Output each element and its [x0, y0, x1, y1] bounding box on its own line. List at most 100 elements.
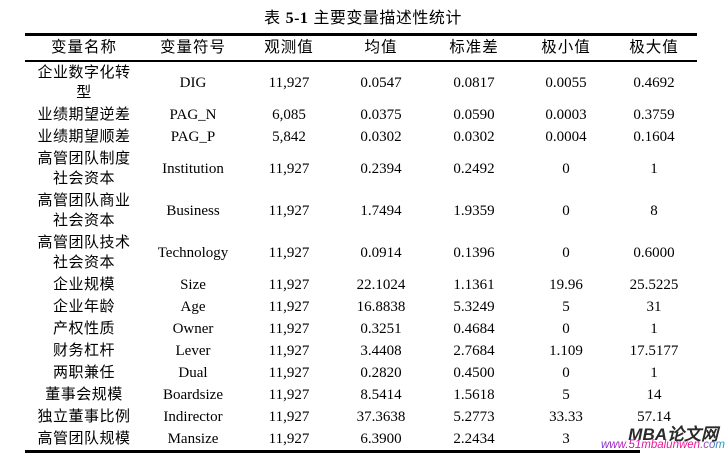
cell-mean: 0.0547: [360, 75, 402, 91]
cell-sd: 1.9359: [453, 203, 495, 219]
cell-mean: 16.8838: [356, 299, 406, 315]
cell-name: 企业规模: [52, 277, 115, 293]
table-row: 业绩期望顺差 PAG_P 5,842 0.0302 0.0302 0.0004 0.1604: [25, 126, 697, 148]
table-row: 高管团队制度社会资本 Institution 11,927 0.2394 0.2492 0…: [25, 148, 697, 190]
cell-sd: 2.7684: [453, 343, 495, 359]
table-row: 业绩期望逆差 PAG_N 6,085 0.0375 0.0590 0.0003 0.3759: [25, 104, 697, 126]
table-row: 财务杠杆 Lever 11,927 3.4408 2.7684 1.109 17.5177: [25, 340, 697, 362]
cell-min: 3: [562, 431, 570, 447]
column-header-variable-name: 变量名称: [25, 34, 143, 62]
cell-obs: 11,927: [268, 161, 310, 177]
watermark-brand: MBA论文网: [628, 425, 718, 444]
cell-max: 1: [650, 321, 658, 337]
table-row: 产权性质 Owner 11,927 0.3251 0.4684 0 1: [25, 318, 697, 340]
cell-max: 0.4692: [633, 75, 675, 91]
cell-symbol: DIG: [179, 75, 207, 91]
cell-symbol: PAG_N: [169, 107, 217, 123]
cell-symbol: Indirector: [163, 409, 223, 425]
cell-obs: 11,927: [268, 321, 310, 337]
cell-obs: 5,842: [272, 129, 306, 145]
cell-symbol: Institution: [162, 161, 224, 177]
cell-mean: 1.7494: [360, 203, 402, 219]
cell-min: 19.96: [549, 277, 583, 293]
cell-mean: 0.0914: [360, 245, 402, 261]
cell-min: 0.0003: [545, 107, 587, 123]
cell-name: 产权性质: [52, 321, 115, 337]
cell-max: 14: [646, 387, 662, 403]
cell-max: 31: [646, 299, 662, 315]
cell-mean: 37.3638: [356, 409, 406, 425]
cell-min: 0: [562, 161, 570, 177]
cell-name: 高管团队规模: [37, 431, 131, 447]
table-row: 企业年龄 Age 11,927 16.8838 5.3249 5 31: [25, 296, 697, 318]
cell-obs: 11,927: [268, 203, 310, 219]
cell-symbol: Business: [166, 203, 220, 219]
cell-max: 25.5225: [629, 277, 679, 293]
cell-obs: 11,927: [268, 431, 310, 447]
cell-max: 0.1604: [633, 129, 675, 145]
cell-mean: 0.2820: [360, 365, 402, 381]
cell-min: 1.109: [549, 343, 583, 359]
cell-max: 0.6000: [633, 245, 675, 261]
column-header-std-dev: 标准差: [427, 34, 521, 62]
cell-symbol: Size: [180, 277, 206, 293]
cell-sd: 1.5618: [453, 387, 495, 403]
table-body: 企业数字化转型 DIG 11,927 0.0547 0.0817 0.0055 0.4692…: [25, 61, 697, 452]
cell-name: 业绩期望顺差: [37, 129, 131, 145]
cell-obs: 11,927: [268, 365, 310, 381]
cell-max: 0.3759: [633, 107, 675, 123]
cell-min: 5: [562, 387, 570, 403]
cell-symbol: Owner: [172, 321, 214, 337]
cell-sd: 0.4500: [453, 365, 495, 381]
bottom-border-mask: [640, 444, 726, 456]
caption-prefix: 表: [264, 10, 281, 27]
cell-name: 企业数字化转型: [37, 65, 131, 101]
cell-obs: 11,927: [268, 299, 310, 315]
cell-min: 0: [562, 321, 570, 337]
column-header-mean: 均值: [335, 34, 427, 62]
cell-mean: 0.3251: [360, 321, 402, 337]
cell-mean: 6.3900: [360, 431, 402, 447]
cell-symbol: Boardsize: [163, 387, 223, 403]
cell-obs: 6,085: [272, 107, 306, 123]
cell-name: 董事会规模: [45, 387, 123, 403]
cell-symbol: PAG_P: [170, 129, 216, 145]
cell-min: 0.0004: [545, 129, 587, 145]
watermark-url: www.51mbalunwen.com: [600, 439, 725, 451]
column-header-max: 极大值: [611, 34, 697, 62]
cell-mean: 0.0375: [360, 107, 402, 123]
cell-sd: 0.1396: [453, 245, 495, 261]
cell-max: 17.5177: [629, 343, 679, 359]
column-header-observations: 观测值: [243, 34, 335, 62]
cell-min: 0.0055: [545, 75, 587, 91]
cell-name: 财务杠杆: [52, 343, 115, 359]
descriptive-statistics-table: 变量名称 变量符号 观测值 均值 标准差 极小值 极大值 企业数字化转型 DIG 1…: [25, 33, 697, 453]
cell-obs: 11,927: [268, 343, 310, 359]
cell-max: 1: [650, 161, 658, 177]
table-row: 两职兼任 Dual 11,927 0.2820 0.4500 0 1: [25, 362, 697, 384]
cell-min: 0: [562, 203, 570, 219]
cell-obs: 11,927: [268, 75, 310, 91]
cell-name: 高管团队技术社会资本: [37, 235, 131, 271]
table-row: 高管团队商业社会资本 Business 11,927 1.7494 1.9359 0 8: [25, 190, 697, 232]
cell-min: 33.33: [549, 409, 583, 425]
cell-max: 57.14: [637, 409, 671, 425]
table-row: 高管团队规模 Mansize 11,927 6.3900 2.2434 3: [25, 428, 697, 452]
column-header-variable-symbol: 变量符号: [143, 34, 243, 62]
table-row: 董事会规模 Boardsize 11,927 8.5414 1.5618 5 14: [25, 384, 697, 406]
cell-mean: 22.1024: [356, 277, 406, 293]
header-row: 变量名称 变量符号 观测值 均值 标准差 极小值 极大值: [25, 34, 697, 62]
cell-name: 高管团队商业社会资本: [37, 193, 131, 229]
cell-symbol: Lever: [175, 343, 211, 359]
cell-max: 8: [650, 203, 658, 219]
cell-obs: 11,927: [268, 277, 310, 293]
cell-sd: 0.0302: [453, 129, 495, 145]
cell-sd: 0.0590: [453, 107, 495, 123]
cell-sd: 0.0817: [453, 75, 495, 91]
cell-obs: 11,927: [268, 409, 310, 425]
cell-sd: 0.4684: [453, 321, 495, 337]
cell-sd: 1.1361: [453, 277, 495, 293]
cell-name: 企业年龄: [52, 299, 115, 315]
cell-sd: 0.2492: [453, 161, 495, 177]
